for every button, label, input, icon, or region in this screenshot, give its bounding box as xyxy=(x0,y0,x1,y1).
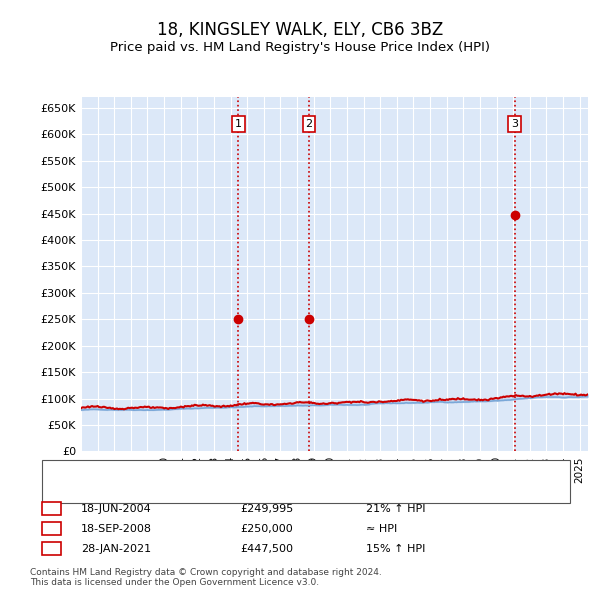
Text: 2: 2 xyxy=(305,119,313,129)
Text: ≈ HPI: ≈ HPI xyxy=(366,524,397,533)
Text: 3: 3 xyxy=(48,544,55,553)
Text: 21% ↑ HPI: 21% ↑ HPI xyxy=(366,504,425,513)
Text: 18-SEP-2008: 18-SEP-2008 xyxy=(81,524,152,533)
Text: £249,995: £249,995 xyxy=(240,504,293,513)
Text: 28-JAN-2021: 28-JAN-2021 xyxy=(81,544,151,553)
Text: 1: 1 xyxy=(235,119,242,129)
Text: 3: 3 xyxy=(511,119,518,129)
Text: 18, KINGSLEY WALK, ELY, CB6 3BZ (detached house): 18, KINGSLEY WALK, ELY, CB6 3BZ (detache… xyxy=(87,468,380,478)
Text: 18, KINGSLEY WALK, ELY, CB6 3BZ: 18, KINGSLEY WALK, ELY, CB6 3BZ xyxy=(157,21,443,39)
Text: 15% ↑ HPI: 15% ↑ HPI xyxy=(366,544,425,553)
Text: Price paid vs. HM Land Registry's House Price Index (HPI): Price paid vs. HM Land Registry's House … xyxy=(110,41,490,54)
Text: HPI: Average price, detached house, East Cambridgeshire: HPI: Average price, detached house, East… xyxy=(87,486,409,496)
Text: £250,000: £250,000 xyxy=(240,524,293,533)
Text: 2: 2 xyxy=(48,524,55,533)
Text: £447,500: £447,500 xyxy=(240,544,293,553)
Text: 1: 1 xyxy=(48,504,55,513)
Text: Contains HM Land Registry data © Crown copyright and database right 2024.: Contains HM Land Registry data © Crown c… xyxy=(30,568,382,577)
Text: This data is licensed under the Open Government Licence v3.0.: This data is licensed under the Open Gov… xyxy=(30,578,319,587)
Text: 18-JUN-2004: 18-JUN-2004 xyxy=(81,504,152,513)
